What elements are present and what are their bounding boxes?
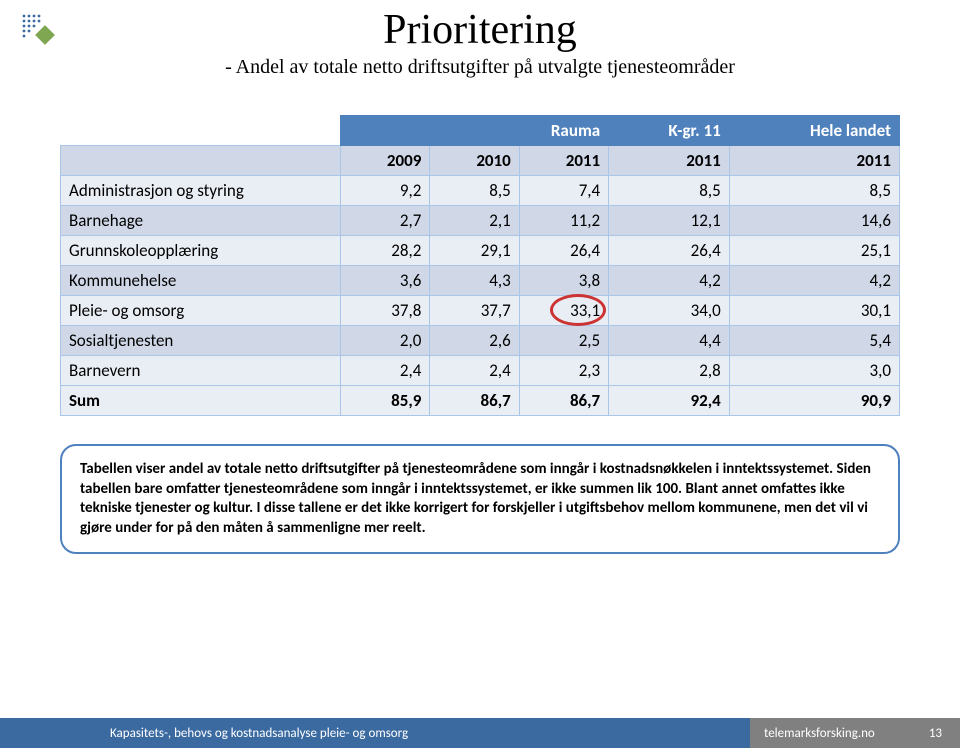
- value-cell: 4,3: [430, 266, 519, 296]
- value-cell: 4,4: [609, 326, 730, 356]
- value-cell: 2,6: [430, 326, 519, 356]
- header-group-landet: Hele landet: [729, 116, 899, 146]
- value-cell: 86,7: [430, 386, 519, 416]
- row-label-cell: Administrasjon og styring: [61, 176, 341, 206]
- value-cell: 7,4: [519, 176, 608, 206]
- table-row: Sum85,986,786,792,490,9: [61, 386, 900, 416]
- year-header-cell: 2011: [519, 146, 608, 176]
- row-label-cell: Barnehage: [61, 206, 341, 236]
- value-cell: 14,6: [729, 206, 899, 236]
- value-cell: 2,3: [519, 356, 608, 386]
- value-cell: 2,1: [430, 206, 519, 236]
- table-row: Barnevern2,42,42,32,83,0: [61, 356, 900, 386]
- data-table: Rauma K-gr. 11 Hele landet 2009201020112…: [60, 115, 900, 416]
- table-row: Grunnskoleopplæring28,229,126,426,425,1: [61, 236, 900, 266]
- footer: Kapasitets-, behovs og kostnadsanalyse p…: [0, 718, 960, 748]
- year-header-cell: 2011: [729, 146, 899, 176]
- page-title: Prioritering: [0, 6, 960, 54]
- row-label-cell: Pleie- og omsorg: [61, 296, 341, 326]
- year-header-cell: 2009: [341, 146, 430, 176]
- value-cell: 86,7: [519, 386, 608, 416]
- value-cell: 8,5: [430, 176, 519, 206]
- value-cell: 3,6: [341, 266, 430, 296]
- table-row: Pleie- og omsorg37,837,733,134,030,1: [61, 296, 900, 326]
- value-cell: 11,2: [519, 206, 608, 236]
- table-body: Administrasjon og styring9,28,57,48,58,5…: [61, 176, 900, 416]
- value-cell: 37,8: [341, 296, 430, 326]
- row-label-cell: Sosialtjenesten: [61, 326, 341, 356]
- table-row: Administrasjon og styring9,28,57,48,58,5: [61, 176, 900, 206]
- value-cell: 25,1: [729, 236, 899, 266]
- header-group-kgr: K-gr. 11: [609, 116, 730, 146]
- table-container: Rauma K-gr. 11 Hele landet 2009201020112…: [60, 115, 900, 416]
- table-row: Sosialtjenesten2,02,62,54,45,4: [61, 326, 900, 356]
- table-row: Barnehage2,72,111,212,114,6: [61, 206, 900, 236]
- value-cell: 92,4: [609, 386, 730, 416]
- value-cell: 29,1: [430, 236, 519, 266]
- footer-site: telemarksforsking.no: [764, 726, 875, 741]
- value-cell: 2,4: [430, 356, 519, 386]
- year-header-cell: 2010: [430, 146, 519, 176]
- value-cell: 30,1: [729, 296, 899, 326]
- table-header-group-row: Rauma K-gr. 11 Hele landet: [61, 116, 900, 146]
- highlight-circle: [550, 294, 606, 326]
- table-row: Kommunehelse3,64,33,84,24,2: [61, 266, 900, 296]
- logo: [18, 10, 58, 50]
- value-cell: 28,2: [341, 236, 430, 266]
- value-cell: 2,8: [609, 356, 730, 386]
- value-cell: 2,0: [341, 326, 430, 356]
- footer-right: telemarksforsking.no 13: [750, 718, 960, 748]
- page-subtitle: - Andel av totale netto driftsutgifter p…: [0, 56, 960, 79]
- footer-page-number: 13: [929, 726, 942, 741]
- value-cell: 2,7: [341, 206, 430, 236]
- year-header-cell: 2011: [609, 146, 730, 176]
- footer-left: Kapasitets-, behovs og kostnadsanalyse p…: [0, 718, 750, 748]
- value-cell: 4,2: [729, 266, 899, 296]
- value-cell: 3,0: [729, 356, 899, 386]
- value-cell: 90,9: [729, 386, 899, 416]
- value-cell: 2,4: [341, 356, 430, 386]
- value-cell: 34,0: [609, 296, 730, 326]
- value-cell: 12,1: [609, 206, 730, 236]
- value-cell: 4,2: [609, 266, 730, 296]
- value-cell: 85,9: [341, 386, 430, 416]
- row-label-cell: Grunnskoleopplæring: [61, 236, 341, 266]
- value-cell: 2,5: [519, 326, 608, 356]
- value-cell: 3,8: [519, 266, 608, 296]
- value-cell: 9,2: [341, 176, 430, 206]
- year-row-spacer: [61, 146, 341, 176]
- info-box: Tabellen viser andel av totale netto dri…: [60, 444, 900, 554]
- header-group-rauma: Rauma: [341, 116, 609, 146]
- value-cell: 26,4: [519, 236, 608, 266]
- row-label-cell: Kommunehelse: [61, 266, 341, 296]
- value-cell: 8,5: [609, 176, 730, 206]
- header-spacer: [61, 116, 341, 146]
- row-label-cell: Barnevern: [61, 356, 341, 386]
- value-cell: 5,4: [729, 326, 899, 356]
- table-year-row: 20092010201120112011: [61, 146, 900, 176]
- value-cell: 33,1: [519, 296, 608, 326]
- value-cell: 37,7: [430, 296, 519, 326]
- title-block: Prioritering - Andel av totale netto dri…: [0, 0, 960, 79]
- value-cell: 26,4: [609, 236, 730, 266]
- value-cell: 8,5: [729, 176, 899, 206]
- row-label-cell: Sum: [61, 386, 341, 416]
